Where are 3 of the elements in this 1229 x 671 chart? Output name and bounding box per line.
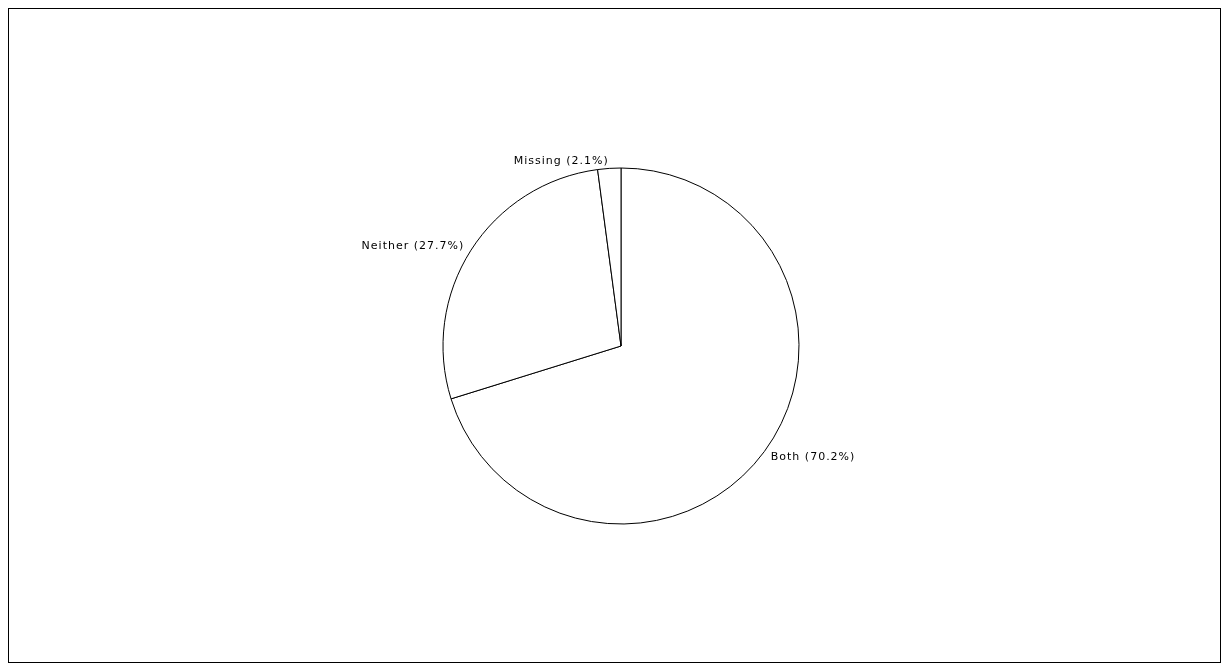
slice-label: Neither (27.7%) xyxy=(361,239,465,253)
slice-label: Missing (2.1%) xyxy=(513,153,609,167)
slice-label: Both (70.2%) xyxy=(770,449,856,463)
